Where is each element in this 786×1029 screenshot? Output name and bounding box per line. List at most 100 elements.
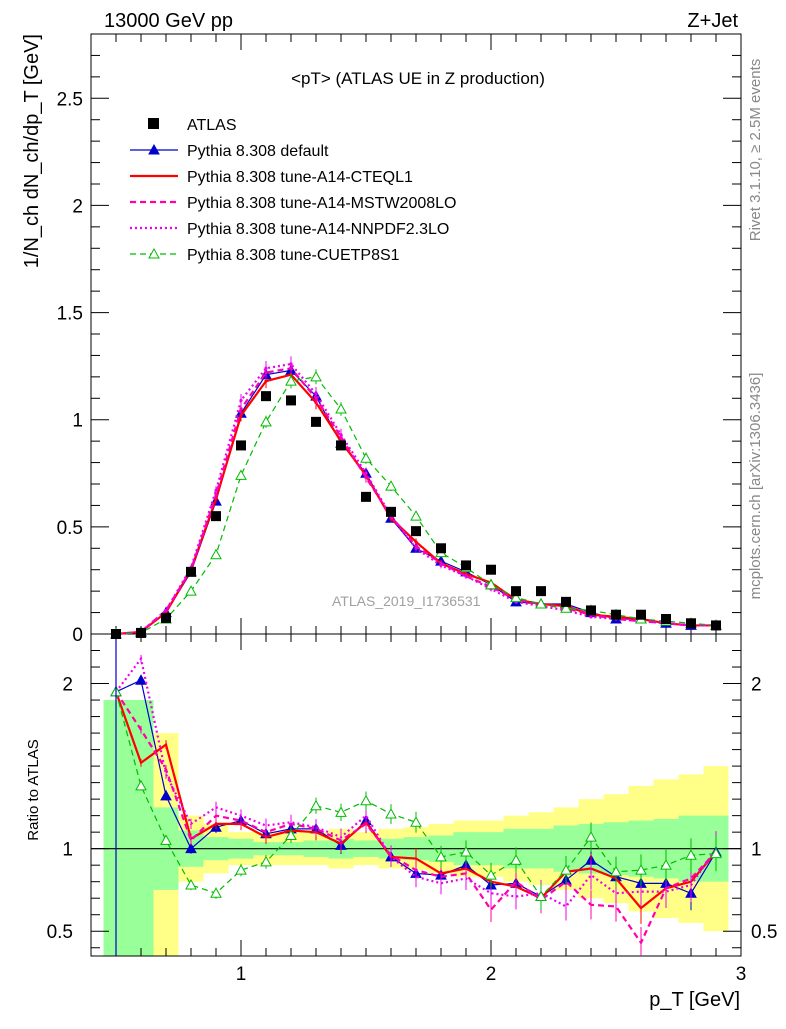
series-4-marker [360, 452, 372, 463]
ratio-tick-label-right: 0.5 [751, 922, 777, 943]
series-4-ratio-marker [560, 864, 572, 875]
x-tick-label: 2 [486, 964, 497, 985]
series-4-ratio-marker [435, 850, 447, 862]
atlas-point [386, 506, 396, 517]
series-4-ratio-marker [535, 890, 547, 902]
atlas-point [711, 620, 721, 631]
series-4-ratio-marker [660, 859, 672, 870]
atlas-point [161, 612, 171, 623]
series-4-ratio-marker [635, 864, 647, 875]
ratio-tick-label-right: 2 [751, 675, 762, 696]
atlas-point [236, 440, 246, 451]
series-4-marker [210, 548, 222, 560]
atlas-point [586, 605, 596, 616]
atlas-point [311, 416, 321, 427]
legend-label: Pythia 8.308 tune-A14-MSTW2008LO [187, 195, 456, 212]
atlas-point [361, 491, 371, 502]
chart-title: <pT> (ATLAS UE in Z production) [291, 69, 545, 88]
atlas-point [411, 526, 421, 537]
series-4-ratio-marker [210, 887, 222, 898]
series-4-ratio-marker [185, 878, 197, 890]
axis-ticks: 1 2 3 0 0.5 1 1.5 2 2.5 0.5 0.5 1 1 2 2 [47, 33, 777, 985]
atlas-point [286, 395, 296, 406]
process-label: Z+Jet [687, 10, 738, 32]
ratio-series-group [110, 634, 722, 956]
series-4-ratio-marker [685, 849, 697, 860]
series-4-marker [385, 480, 397, 491]
series-4-ratio-marker [710, 847, 722, 859]
ratio-tick-label-right: 1 [751, 840, 762, 861]
series-3-point [314, 392, 318, 396]
series-4-marker [335, 402, 347, 414]
atlas-point [511, 586, 521, 597]
series-4-ratio-marker [585, 831, 597, 842]
series-4-ratio-marker [410, 816, 422, 827]
series-4-ratio-marker [485, 869, 497, 880]
series-3-point [164, 608, 168, 613]
y-axis-label: 1/N_ch dN_ch/dp_T [GeV] [21, 34, 43, 268]
series-4-ratio-marker [285, 829, 297, 840]
x-tick-label: 1 [236, 964, 247, 985]
rivet-label: Rivet 3.1.10, ≥ 2.5M events [747, 59, 764, 242]
atlas-point [136, 627, 146, 638]
series-1-point [239, 413, 243, 418]
series-4-marker [535, 597, 547, 609]
atlas-point [461, 560, 471, 571]
atlas-point [211, 511, 221, 522]
series-4-ratio-marker [260, 855, 272, 867]
series-2-point [239, 407, 243, 411]
series-3-point [339, 433, 343, 437]
legend-marker [148, 247, 160, 259]
y-tick-label: 1 [72, 411, 83, 432]
energy-label: 13000 GeV pp [104, 10, 233, 32]
series-4-ratio-marker [610, 865, 622, 877]
atlas-point [611, 609, 621, 620]
atlas-point [261, 391, 271, 402]
series-3-point [264, 366, 268, 370]
series-0-ratio-marker [160, 789, 172, 801]
legend-label: ATLAS [187, 117, 237, 134]
y-tick-label: 0 [72, 625, 83, 646]
legend-label: Pythia 8.308 tune-CUETP8S1 [187, 247, 400, 264]
ratio-tick-label: 0.5 [47, 922, 73, 943]
series-4-ratio-marker [335, 806, 347, 817]
series-1-point [414, 540, 418, 544]
y-tick-label: 0.5 [57, 518, 83, 539]
atlas-point [436, 543, 446, 554]
series-1-point [264, 379, 268, 383]
mcplots-label: mcplots.cern.ch [arXiv:1306.3436] [747, 373, 764, 600]
series-4-marker [310, 370, 322, 382]
atlas-data-points [111, 391, 721, 639]
series-4-ratio-marker [310, 799, 322, 811]
series-0-ratio-marker [185, 842, 197, 854]
series-3-point [414, 546, 418, 550]
series-4-marker [235, 469, 247, 480]
legend-label: Pythia 8.308 default [187, 143, 329, 160]
series-3-point [364, 471, 368, 475]
series-0-ratio-marker [135, 674, 147, 685]
atlas-point [561, 596, 571, 607]
atlas-point [486, 564, 496, 575]
series-3-point [289, 362, 293, 366]
series-3-point [589, 615, 593, 619]
legend-marker-atlas [148, 118, 159, 129]
x-axis-label: p_T [GeV] [649, 989, 740, 1011]
y-tick-label: 2.5 [57, 89, 83, 110]
legend-label: Pythia 8.308 tune-A14-NNPDF2.3LO [187, 221, 449, 238]
atlas-point [536, 586, 546, 597]
analysis-watermark: ATLAS_2019_I1736531 [332, 593, 481, 609]
atlas-point [186, 566, 196, 577]
y-tick-label: 1.5 [57, 304, 83, 325]
series-4-marker [285, 375, 297, 386]
atlas-point [636, 609, 646, 620]
legend-marker [148, 143, 160, 155]
atlas-point [686, 618, 696, 629]
series-4-marker [560, 602, 572, 613]
atlas-point [111, 629, 121, 639]
series-4-ratio-marker [360, 794, 372, 806]
ratio-tick-label: 1 [62, 840, 73, 861]
series-4-ratio-marker [235, 864, 247, 875]
series-3-point [439, 563, 443, 568]
